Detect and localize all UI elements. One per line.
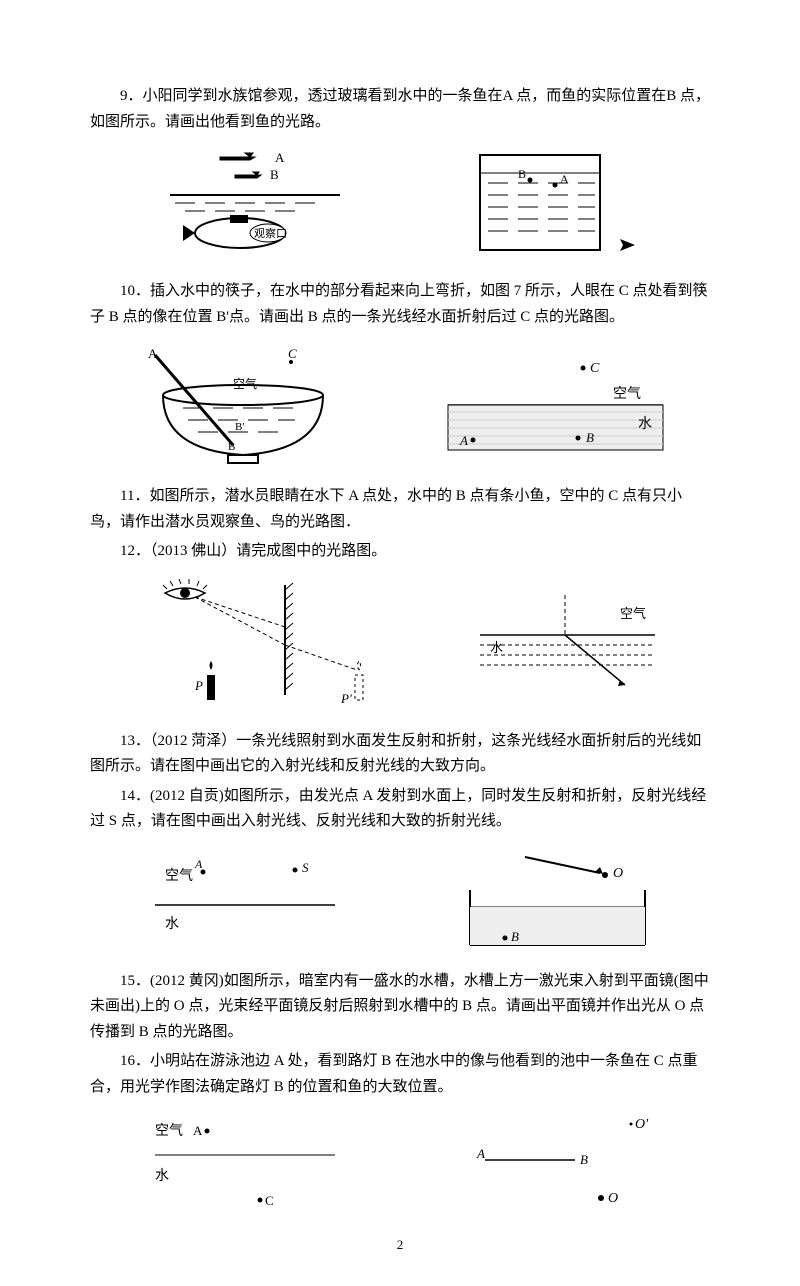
q14-f1-S: S [302,860,309,875]
q12-f2-water: 水 [490,640,503,655]
q13-text: 13．（2012 菏泽）一条光线照射到水面发生反射和折射，这条光线经水面折射后的… [90,729,710,780]
q14-f2-O: O [613,866,623,881]
q12-fig1: P P' [135,575,375,715]
q14-fig2: O B [445,845,665,955]
page-number: 2 [90,1234,710,1256]
q14-text: 14．(2012 自贡)如图所示，由发光点 A 发射到水面上，同时发生反射和折射… [90,784,710,835]
q10-f2-water: 水 [638,416,652,432]
q10-f2-C: C [590,361,600,376]
q10-f2-B: B [586,430,594,445]
q9-fig2-A: A [560,172,569,186]
q14-f1-water: 水 [165,916,179,932]
q12-fig2: 空气 水 [465,590,665,700]
q10-text: 10．插入水中的筷子，在水中的部分看起来向上弯折，如图 7 所示，人眼在 C 点… [90,279,710,330]
q14-f1-A: A [194,857,203,871]
q16-f1-water: 水 [155,1168,169,1184]
q12-text: 12．（2013 佛山）请完成图中的光路图。 [90,539,710,565]
q16-figs: 空气 A 水 C O' A B O [90,1110,710,1220]
q9-fig2: B A [460,145,660,265]
q12-figs: P P' 空气 水 [90,575,710,715]
q15-text: 15．(2012 黄冈)如图所示，暗室内有一盛水的水槽，水槽上方一激光束入射到平… [90,969,710,1046]
q9-figs: A B 观察口 B [90,145,710,265]
q16-f2-B: B [580,1152,588,1167]
q16-f1-C: C [265,1193,274,1208]
q10-f2-air: 空气 [613,386,641,402]
q12-f2-air: 空气 [620,606,646,621]
q16-fig2: O' A B O [445,1110,665,1220]
q10-f1-C: C [288,346,297,361]
q10-f1-B: B [228,441,235,453]
q10-fig2: C 空气 水 A B [438,350,668,460]
q16-f2-Op: O' [635,1117,649,1132]
q9-text: 9．小阳同学到水族馆参观，透过玻璃看到水中的一条鱼在A 点，而鱼的实际位置在B … [90,84,710,135]
q9-fig1-A: A [275,150,285,165]
q10-f1-air: 空气 [233,376,257,391]
q16-f1-air: 空气 [155,1123,183,1139]
q9-fig1: A B 观察口 [140,145,360,265]
q10-f2-A: A [459,433,468,448]
q10-figs: A C 空气 B B' C 空气 [90,340,710,470]
q14-figs: 空气 A S 水 O B [90,845,710,955]
q11-text: 11．如图所示，潜水员眼睛在水下 A 点处，水中的 B 点有条小鱼，空中的 C … [90,484,710,535]
q16-f1-A: A [193,1123,203,1138]
q9-fig1-B: B [270,167,279,182]
q9-fig2-B: B [518,167,526,181]
q10-fig1: A C 空气 B B' [133,340,353,470]
q14-f1-air: 空气 [165,868,193,884]
q16-text: 16．小明站在游泳池边 A 处，看到路灯 B 在池水中的像与他看到的池中一条鱼在… [90,1049,710,1100]
q14-f2-B: B [511,929,519,944]
q9-fig1-obs: 观察口 [254,226,287,240]
q16-f2-A: A [476,1146,485,1161]
q14-fig1: 空气 A S 水 [135,850,355,950]
q16-f2-O: O [608,1191,618,1206]
q12-f1-P: P [194,678,203,693]
q16-fig1: 空气 A 水 C [135,1110,355,1220]
q12-f1-Pp: P' [340,691,352,706]
q10-f1-Bp: B' [235,421,244,433]
page-content: 9．小阳同学到水族馆参观，透过玻璃看到水中的一条鱼在A 点，而鱼的实际位置在B … [0,0,800,1286]
